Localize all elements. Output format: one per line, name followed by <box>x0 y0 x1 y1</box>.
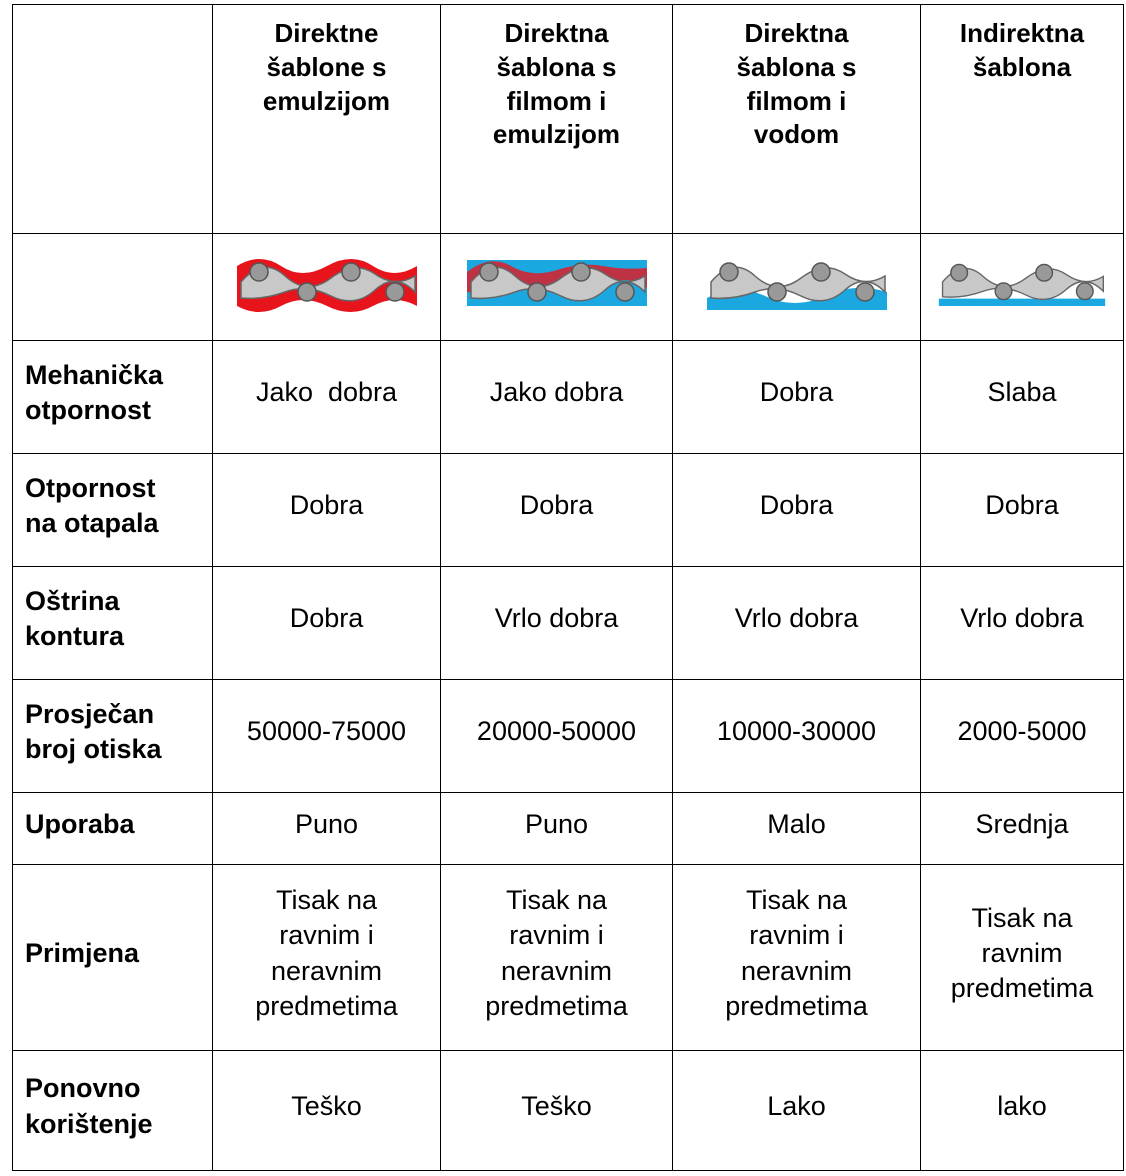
cell-text: Vrlo dobra <box>734 603 859 634</box>
cell-text: Vrlo dobra <box>960 603 1084 634</box>
header-text: Direktne šablone s emulzijom <box>262 18 394 116</box>
stencil-icon <box>938 264 1106 307</box>
cell-text: Puno <box>524 808 589 839</box>
cell: Jako dobra <box>440 340 673 454</box>
cell: 50000-75000 <box>212 679 441 793</box>
cell: Puno <box>212 792 441 865</box>
cell-text: Tisak na ravnim predmetima <box>950 902 1094 1004</box>
stencil-icon <box>706 262 887 311</box>
cell: Tisak na ravnim predmetima <box>920 864 1124 1051</box>
cell-text: lako <box>997 1090 1047 1121</box>
table-body: Direktne šablone s emulzijom Direktna ša… <box>12 4 1124 1171</box>
cell-text: Srednja <box>975 808 1069 839</box>
row-label: Otpornost na otapala <box>12 453 213 567</box>
empty-cell <box>12 4 213 234</box>
table-row: Mehanička otpornost Jako dobra Jako dobra D… <box>12 340 1124 454</box>
cell: Dobra <box>212 566 441 680</box>
cell: Vrlo dobra <box>920 566 1124 680</box>
cell-text: Malo <box>767 808 826 839</box>
cell-text: 10000-30000 <box>716 716 877 747</box>
cell-text: Teško <box>521 1090 592 1121</box>
stencil-icon <box>466 260 647 307</box>
cell-text: Tisak na ravnim i neravnim predmetima <box>725 885 868 1021</box>
header-text: Indirektna šablona <box>959 18 1092 82</box>
table-row: Uporaba Puno Puno Malo Srednja <box>12 792 1124 865</box>
header-text: Direktna šablona s filmom i emulzijom <box>492 18 624 150</box>
cell-text: Dobra <box>759 377 834 408</box>
row-label: Oštrina kontura <box>12 566 213 680</box>
cell-text: Lako <box>767 1090 826 1121</box>
row-label: Ponovno korištenje <box>12 1050 213 1171</box>
cell-text: Teško <box>291 1090 362 1121</box>
cell: Dobra <box>440 453 673 567</box>
header-text: Direktna šablona s filmom i vodom <box>736 18 864 150</box>
cell-text: 2000-5000 <box>957 716 1087 747</box>
cell: Tisak na ravnim i neravnim predmetima <box>672 864 921 1051</box>
cell-text: 50000-75000 <box>246 716 407 747</box>
cell-text: Vrlo dobra <box>494 603 619 634</box>
cell: Srednja <box>920 792 1124 865</box>
cell: Dobra <box>672 453 921 567</box>
cell: Vrlo dobra <box>672 566 921 680</box>
cell-text: Dobra <box>759 490 834 521</box>
stencil-icon <box>236 259 417 313</box>
empty-cell <box>12 233 213 341</box>
table-row: Primjena Tisak na ravnim i neravnim predm… <box>12 864 1124 1051</box>
header-row: Direktne šablone s emulzijom Direktna ša… <box>12 4 1124 234</box>
table-row: Oštrina kontura Dobra Vrlo dobra Vrlo dobra… <box>12 566 1124 680</box>
cell-text: Dobra <box>985 490 1059 521</box>
image-row <box>12 233 1124 341</box>
table-row: Ponovno korištenje Teško Teško Lako lako <box>12 1050 1124 1171</box>
header-cell: Indirektna šablona <box>920 4 1124 234</box>
table-row: Prosječan broj otiska 50000-75000 20000-50… <box>12 679 1124 793</box>
cell: Teško <box>212 1050 441 1171</box>
cell: 10000-30000 <box>672 679 921 793</box>
cell: Lako <box>672 1050 921 1171</box>
cell-text: Tisak na ravnim i neravnim predmetima <box>485 885 628 1021</box>
cell: 2000-5000 <box>920 679 1124 793</box>
cell: Teško <box>440 1050 673 1171</box>
cell: Puno <box>440 792 673 865</box>
cell: Dobra <box>920 453 1124 567</box>
header-cell: Direktna šablona s filmom i emulzijom <box>440 4 673 234</box>
cell-text: Dobra <box>519 490 594 521</box>
cell-text: Jako dobra <box>489 377 624 408</box>
cell-text: Dobra <box>289 603 364 634</box>
header-cell: Direktne šablone s emulzijom <box>212 4 441 234</box>
row-label: Uporaba <box>12 792 213 865</box>
cell: Vrlo dobra <box>440 566 673 680</box>
cell-text: Puno <box>294 808 359 839</box>
cell: lako <box>920 1050 1124 1171</box>
cell-text: Tisak na ravnim i neravnim predmetima <box>255 885 398 1021</box>
row-label: Prosječan broj otiska <box>12 679 213 793</box>
row-label: Primjena <box>12 864 213 1051</box>
cell-text: 20000-50000 <box>476 716 637 747</box>
header-cell: Direktna šablona s filmom i vodom <box>672 4 921 234</box>
table-row: Otpornost na otapala Dobra Dobra Dobra Dobra <box>12 453 1124 567</box>
comparison-table: Direktne šablone s emulzijom Direktna ša… <box>12 4 1124 1171</box>
image-cell <box>920 233 1124 341</box>
cell: Jako dobra <box>212 340 441 454</box>
cell: Dobra <box>672 340 921 454</box>
cell-text: Dobra <box>289 490 364 521</box>
image-cell <box>440 233 673 341</box>
cell: Malo <box>672 792 921 865</box>
cell: Tisak na ravnim i neravnim predmetima <box>440 864 673 1051</box>
cell-text: Jako dobra <box>255 377 398 408</box>
cell-text: Slaba <box>987 377 1057 408</box>
image-cell <box>212 233 441 341</box>
cell: Slaba <box>920 340 1124 454</box>
image-cell <box>672 233 921 341</box>
cell: 20000-50000 <box>440 679 673 793</box>
cell: Tisak na ravnim i neravnim predmetima <box>212 864 441 1051</box>
row-label: Mehanička otpornost <box>12 340 213 454</box>
cell: Dobra <box>212 453 441 567</box>
